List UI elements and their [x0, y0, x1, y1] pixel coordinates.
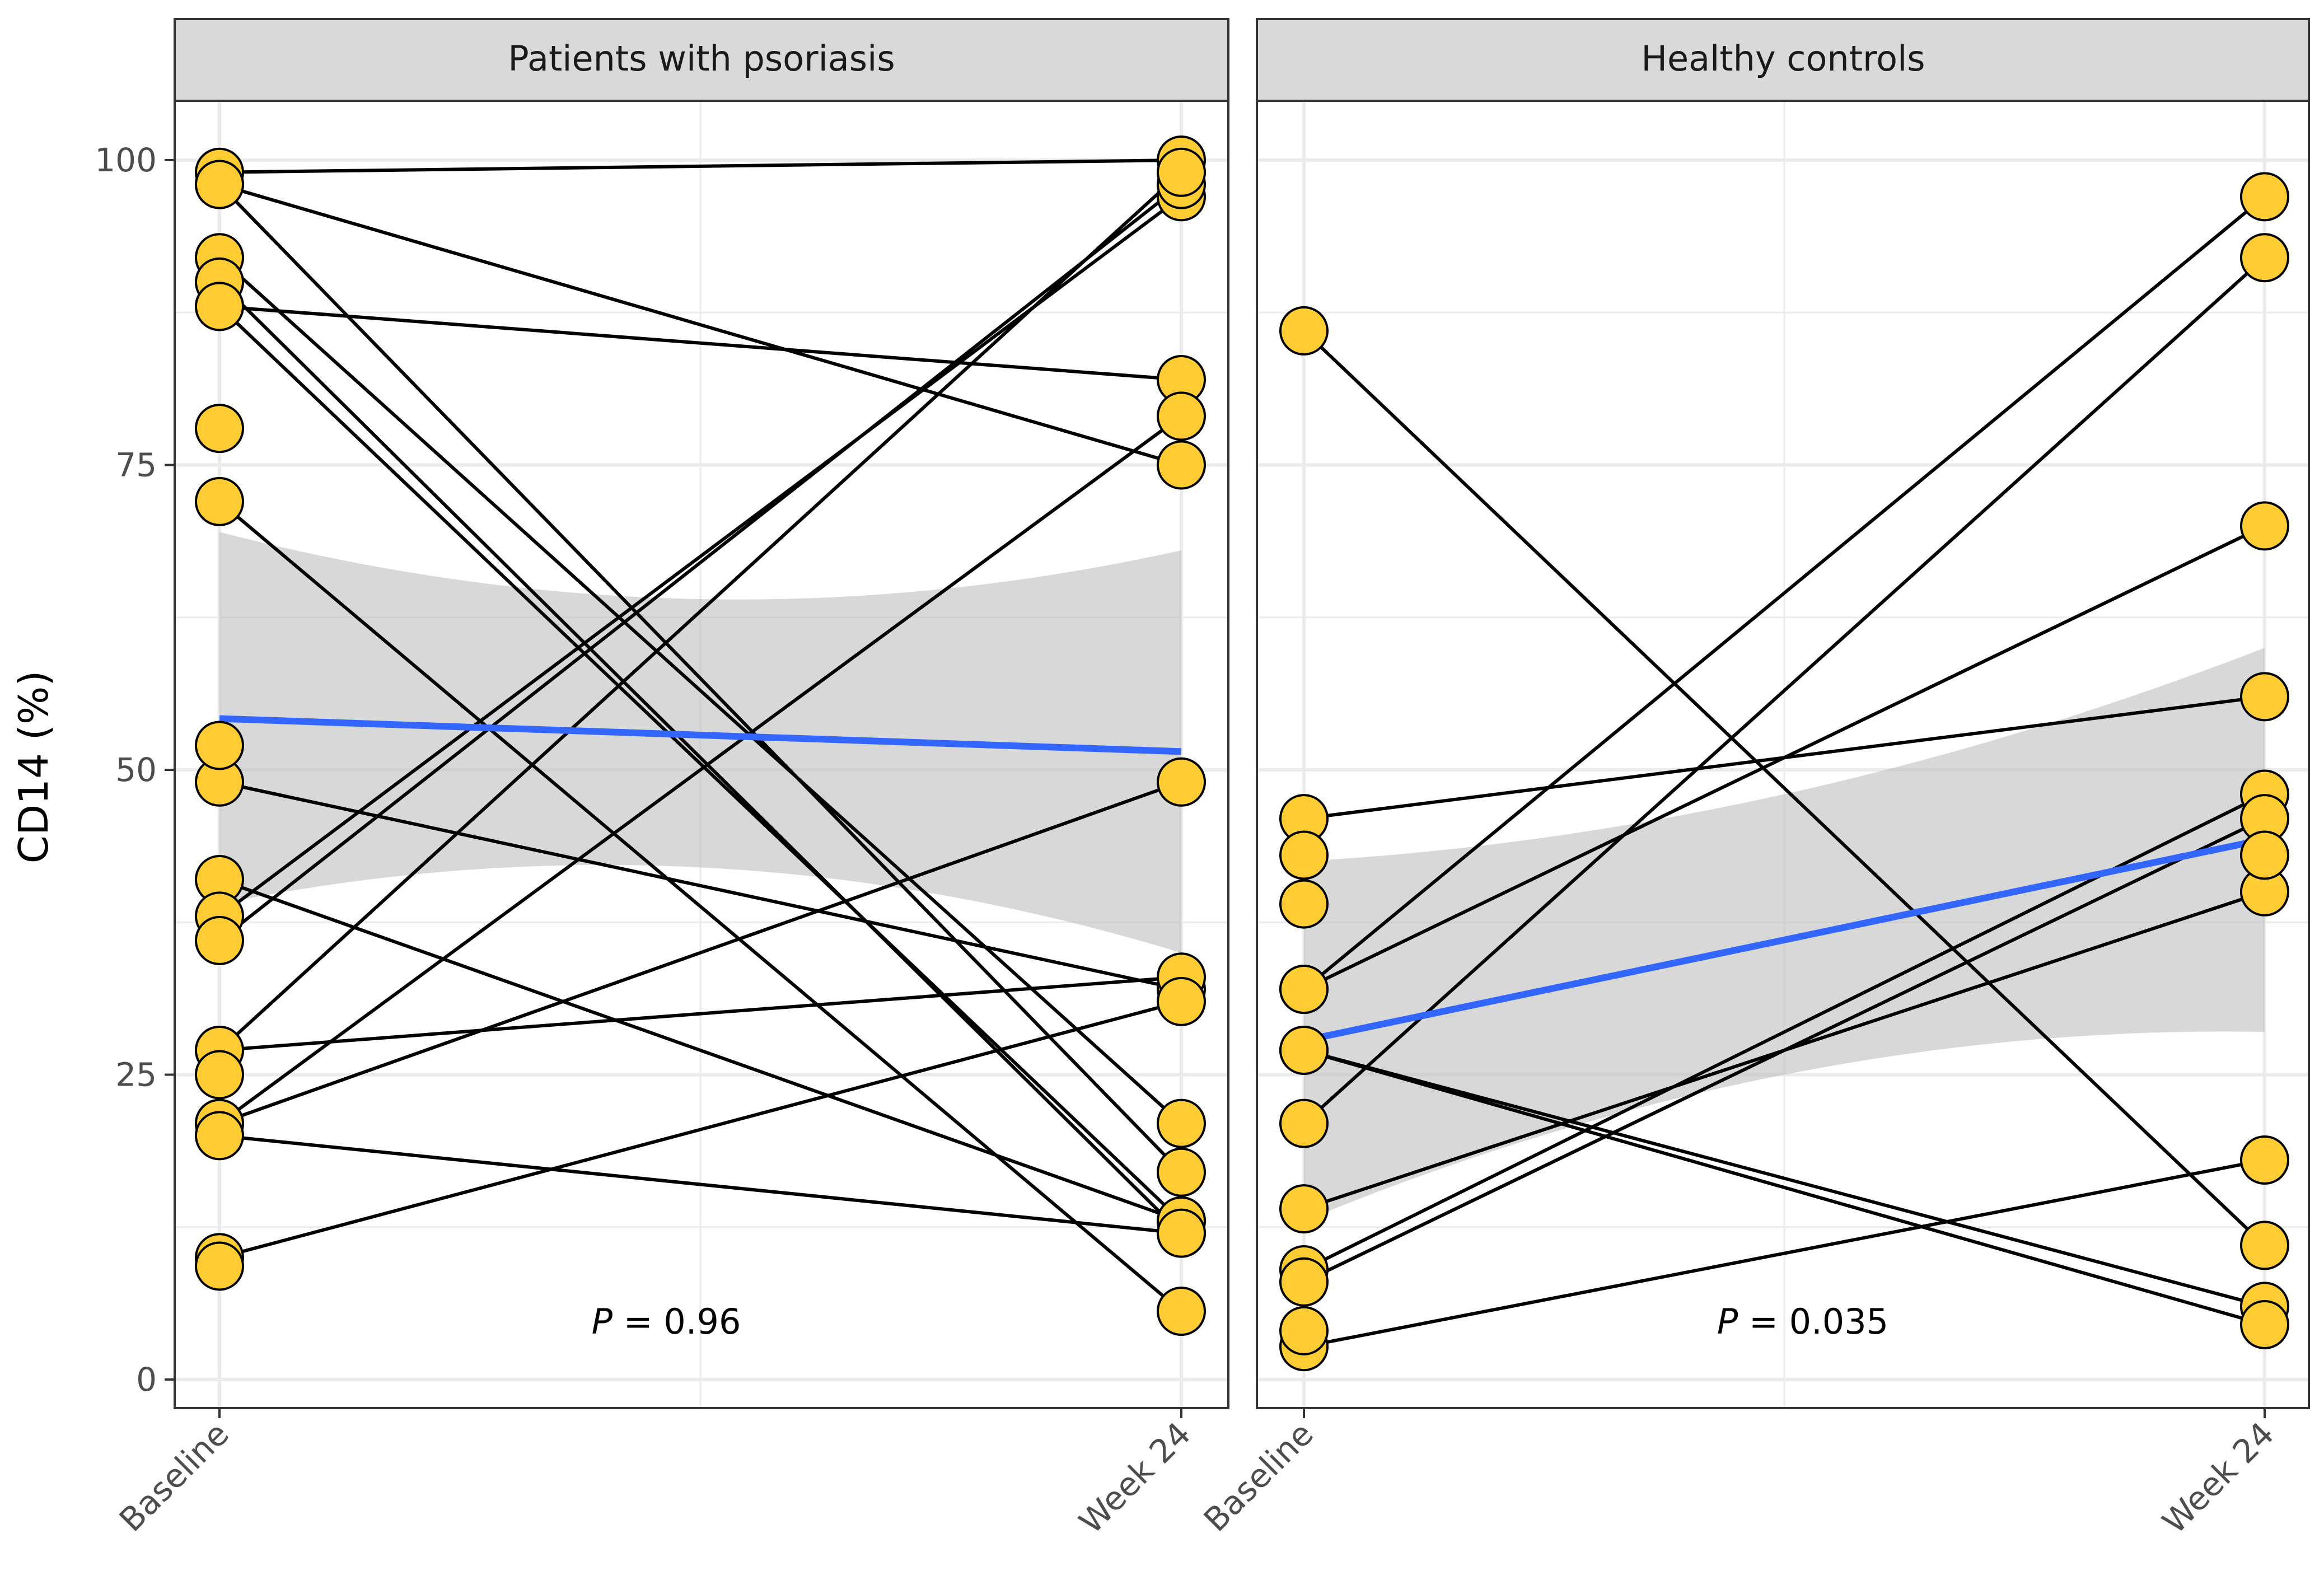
data-point	[1157, 440, 1206, 490]
confidence-ribbon	[219, 532, 1181, 953]
y-tick-label: 75	[115, 446, 157, 484]
data-point	[195, 915, 244, 965]
y-axis-label: CD14 (%)	[10, 671, 57, 864]
p-value-annotation: P = 0.035	[1717, 1301, 1888, 1342]
data-point	[195, 1111, 244, 1161]
paired-line	[218, 171, 1183, 1052]
p-value-annotation: P = 0.96	[592, 1301, 741, 1342]
data-point	[1157, 757, 1206, 807]
x-tick-label: Week 24	[2155, 1415, 2281, 1541]
panel-plot-1: Baseline Week 24	[1196, 18, 2310, 1541]
data-point	[1157, 391, 1206, 441]
data-point	[1157, 1098, 1206, 1148]
paired-line	[218, 780, 1182, 1125]
panel-strip	[1256, 18, 2310, 102]
data-point	[195, 282, 244, 331]
paired-line	[1303, 1049, 2265, 1326]
paired-line	[219, 999, 1182, 1260]
paired-line	[219, 158, 1182, 174]
data-point	[1279, 830, 1329, 880]
data-point	[1279, 306, 1329, 356]
paired-line	[218, 500, 1182, 1313]
paired-line	[1303, 1158, 2265, 1349]
paired-line	[218, 414, 1182, 1125]
paired-line	[1303, 524, 2266, 991]
data-point	[195, 1050, 244, 1100]
data-point	[2240, 830, 2289, 880]
data-point	[1157, 976, 1206, 1026]
paired-line	[1302, 256, 2266, 1125]
panel-plot-0: Baseline Week 24	[112, 18, 1229, 1541]
data-point	[1279, 1098, 1329, 1148]
x-tick-label: Baseline	[1196, 1415, 1321, 1539]
y-tick-label: 100	[95, 141, 157, 179]
y-tick-label: 50	[115, 751, 157, 789]
data-point	[2240, 1221, 2289, 1270]
data-point	[195, 160, 244, 209]
data-point	[2240, 172, 2289, 222]
data-point	[1157, 147, 1206, 197]
data-point	[1279, 1184, 1329, 1234]
data-point	[1279, 1025, 1329, 1075]
data-point	[2240, 1135, 2289, 1185]
x-tick-label: Week 24	[1072, 1415, 1198, 1541]
data-point	[1279, 1257, 1329, 1307]
panel-strip	[174, 18, 1229, 102]
y-tick-label: 25	[115, 1056, 157, 1094]
data-point	[1279, 879, 1329, 929]
y-axis: 0 25 50 75 100	[95, 141, 175, 1399]
paired-line	[218, 305, 1183, 1223]
panel-border	[174, 100, 1229, 1409]
panel-title: Healthy controls	[1641, 38, 1925, 79]
panel-psoriasis: Patients with psoriasis P = 0.96	[508, 38, 895, 1342]
paired-line	[1302, 329, 2266, 1247]
panel-healthy-controls: Healthy controls P = 0.035	[1641, 38, 1925, 1342]
paired-line	[218, 256, 1183, 1125]
paired-line	[218, 183, 1183, 1173]
panel-border	[1256, 100, 2310, 1409]
trend-line	[1303, 836, 2266, 1044]
paired-line	[1303, 195, 2266, 991]
y-tick-label: 0	[136, 1360, 157, 1399]
data-point	[195, 721, 244, 770]
data-point	[195, 476, 244, 526]
confidence-ribbon	[1304, 648, 2265, 1221]
data-point	[2240, 672, 2289, 722]
data-point	[2240, 501, 2289, 551]
panel-title: Patients with psoriasis	[508, 38, 895, 79]
paired-line	[219, 1134, 1182, 1235]
paired-line	[219, 975, 1182, 1052]
paired-line	[218, 280, 1183, 1235]
paired-line	[218, 878, 1182, 1223]
data-point	[2240, 233, 2289, 283]
data-point	[195, 404, 244, 453]
x-tick-label: Baseline	[112, 1415, 236, 1539]
trend-line	[219, 715, 1182, 755]
data-point	[1279, 1306, 1329, 1355]
paired-line	[219, 305, 1182, 382]
data-point	[1157, 1147, 1206, 1197]
data-point	[2240, 1299, 2289, 1349]
paired-line	[1303, 817, 2266, 1284]
data-point	[1157, 1208, 1206, 1258]
data-point	[1279, 965, 1329, 1014]
data-point	[1157, 1287, 1206, 1336]
paired-line	[218, 183, 1182, 942]
paired-line	[1303, 1049, 2265, 1308]
data-point	[195, 1241, 244, 1291]
paired-line	[219, 183, 1182, 467]
